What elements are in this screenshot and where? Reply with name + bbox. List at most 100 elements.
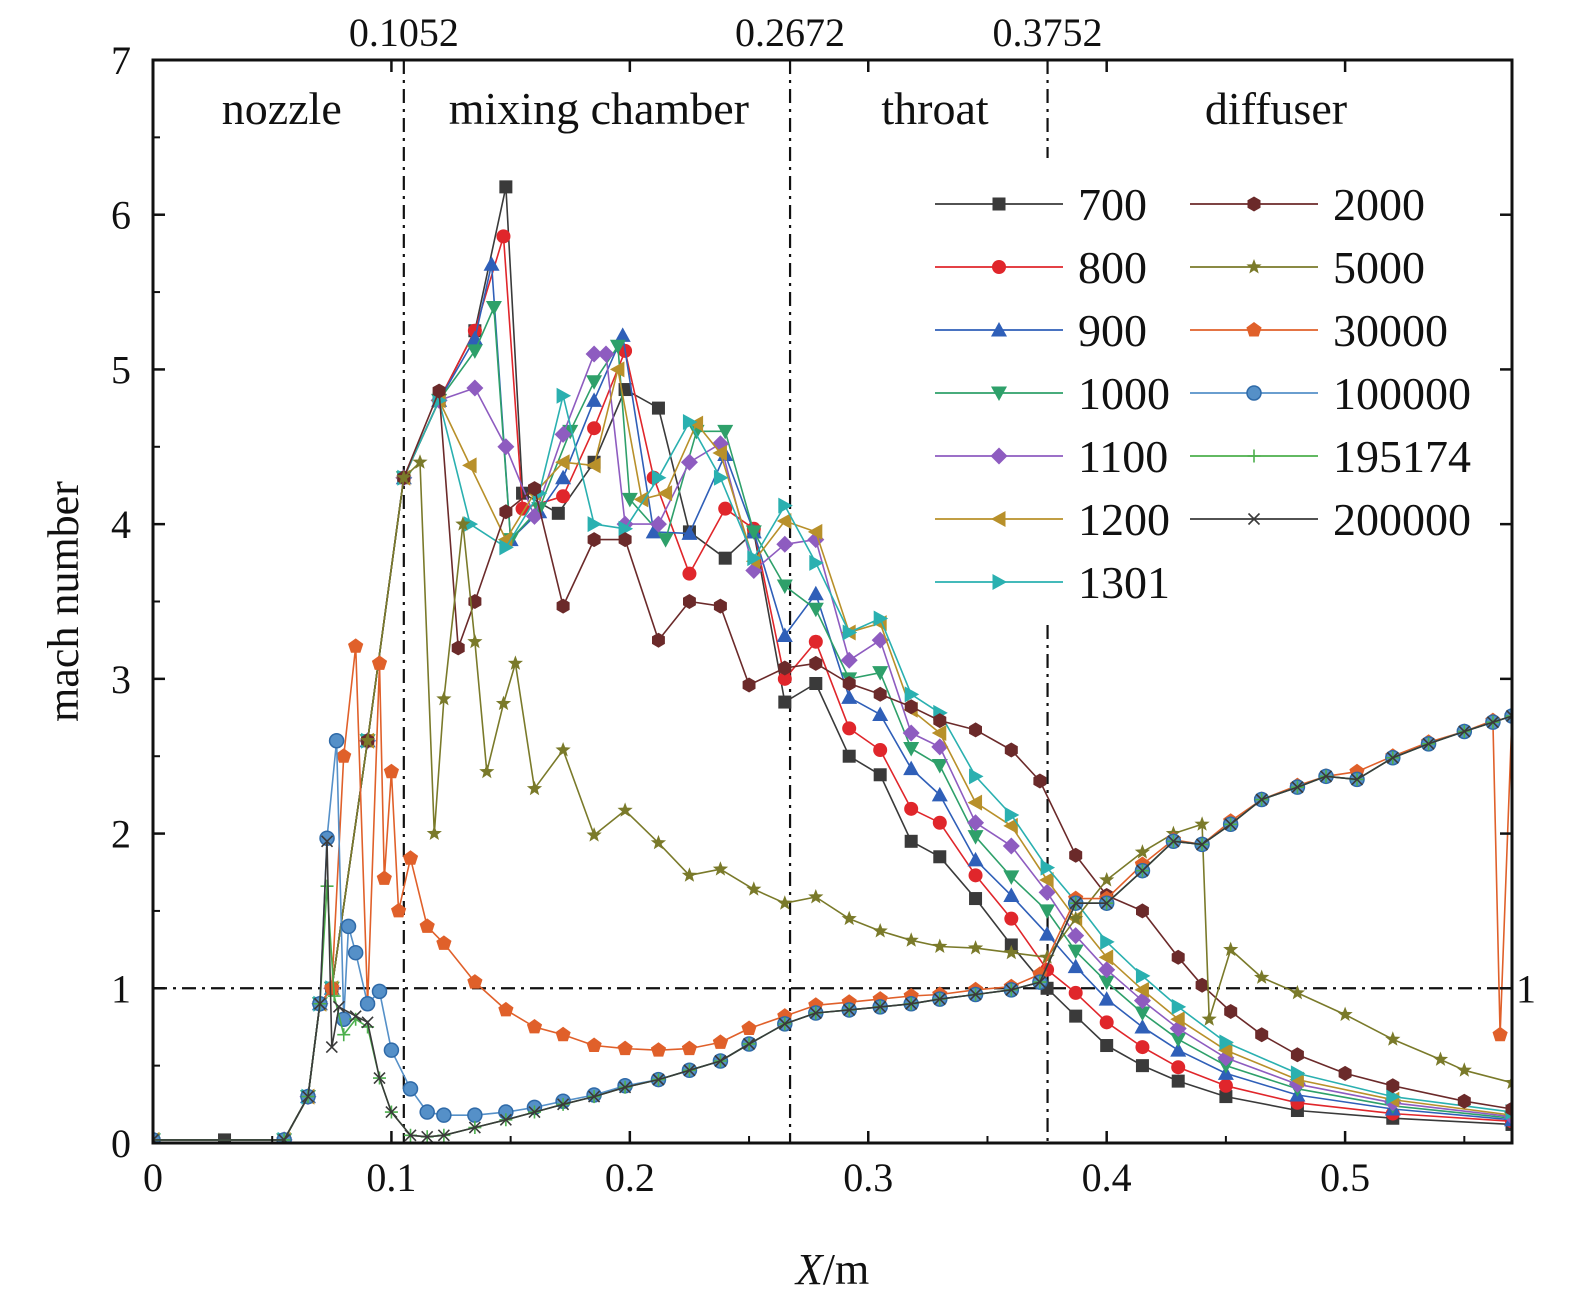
data-point [1289, 984, 1305, 1000]
data-point [718, 501, 733, 516]
data-point [1170, 1011, 1185, 1028]
data-point [385, 1105, 398, 1119]
data-point [1003, 944, 1019, 960]
legend-item-195174: 195174 [1190, 431, 1471, 482]
data-point [432, 383, 446, 399]
data-point [1004, 807, 1020, 824]
legend-label: 200000 [1333, 494, 1471, 545]
axis-ticks: 0 0.1 0.2 0.3 0.4 0.5 0 1 2 3 4 5 6 7 [111, 38, 1512, 1200]
data-point [466, 344, 483, 359]
data-point [1504, 1074, 1512, 1090]
data-point [652, 632, 665, 648]
data-point [778, 695, 792, 709]
data-point [778, 497, 793, 514]
data-point [1100, 897, 1113, 910]
data-point [383, 763, 399, 779]
data-point [778, 1017, 791, 1030]
data-point [1098, 949, 1114, 966]
data-point [1099, 1015, 1114, 1030]
data-point [1005, 983, 1018, 996]
data-point [556, 387, 572, 404]
legend-marker [991, 322, 1007, 337]
data-point [741, 1020, 757, 1035]
data-point [466, 379, 484, 397]
data-point [609, 339, 626, 355]
data-point [320, 835, 334, 848]
legend-marker [990, 447, 1008, 465]
data-point [499, 1113, 512, 1126]
data-point [745, 525, 762, 540]
data-point [463, 516, 479, 533]
series-30000 [153, 638, 1512, 1143]
legend-label: 900 [1078, 305, 1147, 356]
data-point [525, 507, 543, 525]
data-point [841, 910, 857, 926]
data-point [873, 686, 887, 702]
data-point [361, 1016, 374, 1029]
legend-label: 1200 [1078, 494, 1170, 545]
data-point [650, 834, 667, 850]
legend-item-700: 700 [935, 179, 1147, 230]
data-point [587, 532, 601, 548]
data-point [614, 327, 631, 342]
data-point [967, 814, 985, 832]
data-point [713, 598, 727, 614]
data-point [842, 721, 857, 736]
data-point [904, 699, 918, 715]
data-point [551, 506, 565, 520]
data-point [483, 256, 500, 271]
region-label: diffuser [1205, 83, 1347, 134]
data-point [1068, 910, 1084, 926]
legend-item-2000: 2000 [1190, 179, 1425, 230]
data-point [651, 469, 667, 486]
y-tick-label: 3 [111, 657, 131, 702]
sonic-reference-label: 1 [1516, 966, 1536, 1011]
data-point [808, 634, 823, 649]
legend-marker [992, 197, 1006, 211]
data-point [218, 1133, 232, 1143]
data-point [841, 689, 858, 704]
data-point [1134, 1006, 1151, 1022]
data-point [873, 768, 887, 782]
data-point [468, 1121, 481, 1134]
data-point [742, 677, 756, 693]
x-tick-label: 0.3 [843, 1155, 893, 1200]
data-point [1217, 1042, 1233, 1059]
y-tick-label: 7 [111, 38, 131, 83]
boundary-label: 0.3752 [993, 10, 1103, 55]
data-point [932, 815, 947, 830]
data-point [1003, 870, 1020, 885]
region-label: mixing chamber [449, 83, 749, 134]
data-point [933, 850, 947, 864]
data-point [967, 794, 983, 811]
data-point [1486, 716, 1499, 729]
data-point [717, 424, 734, 440]
data-point [905, 997, 918, 1010]
data-point [1319, 770, 1333, 783]
data-point [1038, 883, 1056, 901]
data-point [555, 469, 572, 485]
data-point [419, 1104, 435, 1120]
data-point [496, 229, 511, 244]
data-point [807, 585, 824, 601]
data-point [713, 469, 729, 486]
data-point [507, 655, 523, 670]
data-point [619, 1081, 632, 1094]
data-point [1386, 1088, 1401, 1105]
series-clip-group [153, 180, 1512, 1143]
data-point [1219, 1034, 1234, 1051]
data-point [873, 743, 888, 758]
data-point [1039, 871, 1054, 888]
legend: 700 800 900 1000 1100 1200 1301 2000 5000 30000 10… [935, 179, 1471, 608]
data-point [618, 532, 632, 548]
data-point [555, 1026, 571, 1042]
legend-label: 5000 [1333, 242, 1425, 293]
data-point [904, 801, 919, 816]
data-point [587, 421, 602, 436]
data-point [683, 1064, 696, 1077]
data-point [1100, 933, 1115, 950]
data-point [437, 1129, 450, 1142]
data-point [1134, 844, 1151, 859]
data-point [1069, 897, 1082, 910]
data-point [348, 638, 364, 653]
